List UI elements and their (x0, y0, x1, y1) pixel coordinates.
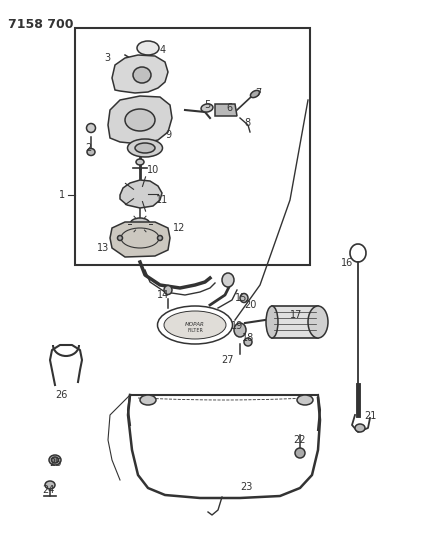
Bar (272, 306, 318, 338)
Text: 20: 20 (244, 300, 256, 310)
Text: MOPAR: MOPAR (185, 322, 205, 327)
Text: 11: 11 (156, 195, 168, 205)
Ellipse shape (137, 41, 159, 55)
Ellipse shape (164, 311, 226, 339)
Ellipse shape (45, 481, 55, 489)
Polygon shape (108, 96, 172, 144)
Ellipse shape (49, 455, 61, 465)
Polygon shape (110, 222, 170, 257)
Ellipse shape (140, 395, 156, 405)
Text: 5: 5 (204, 100, 210, 110)
Text: 4: 4 (160, 45, 166, 55)
Ellipse shape (127, 139, 163, 157)
Text: 23: 23 (240, 482, 252, 492)
Text: FILTER: FILTER (187, 328, 203, 334)
Ellipse shape (164, 286, 172, 295)
Ellipse shape (135, 143, 155, 153)
Text: 2: 2 (85, 143, 91, 153)
Text: 8: 8 (244, 118, 250, 128)
Ellipse shape (297, 395, 313, 405)
Text: 22: 22 (293, 435, 305, 445)
Text: 26: 26 (55, 390, 67, 400)
Text: 7: 7 (255, 88, 261, 98)
Text: 27: 27 (222, 355, 234, 365)
Ellipse shape (136, 159, 144, 165)
Ellipse shape (222, 273, 234, 287)
Ellipse shape (157, 236, 163, 240)
Ellipse shape (133, 67, 151, 83)
Text: 17: 17 (290, 310, 302, 320)
Ellipse shape (244, 338, 252, 346)
Ellipse shape (87, 124, 96, 133)
Bar (75, 28, 310, 265)
Text: 12: 12 (173, 223, 185, 233)
Polygon shape (112, 55, 168, 93)
Ellipse shape (51, 457, 58, 463)
Text: 13: 13 (97, 243, 109, 253)
Text: 15: 15 (235, 293, 247, 303)
Text: 1: 1 (59, 190, 65, 200)
Polygon shape (120, 180, 162, 208)
Text: 24: 24 (42, 485, 54, 495)
Ellipse shape (157, 306, 233, 344)
Text: 7158 700: 7158 700 (8, 18, 73, 31)
Ellipse shape (266, 306, 278, 338)
Ellipse shape (251, 91, 260, 98)
Text: 21: 21 (364, 411, 376, 421)
Polygon shape (215, 104, 237, 116)
Ellipse shape (295, 448, 305, 458)
Ellipse shape (87, 149, 95, 156)
Text: 19: 19 (231, 321, 243, 331)
Text: 10: 10 (147, 165, 159, 175)
Ellipse shape (308, 306, 328, 338)
Text: 18: 18 (242, 333, 254, 343)
Ellipse shape (240, 294, 248, 303)
Ellipse shape (234, 323, 246, 337)
Ellipse shape (130, 218, 150, 230)
Text: 25: 25 (49, 458, 61, 468)
Ellipse shape (201, 104, 213, 112)
Text: 9: 9 (165, 130, 171, 140)
Ellipse shape (118, 236, 123, 240)
Text: 6: 6 (226, 103, 232, 113)
Ellipse shape (125, 109, 155, 131)
Ellipse shape (355, 424, 365, 432)
Text: 16: 16 (341, 258, 353, 268)
Text: 14: 14 (157, 290, 169, 300)
Text: 3: 3 (104, 53, 110, 63)
